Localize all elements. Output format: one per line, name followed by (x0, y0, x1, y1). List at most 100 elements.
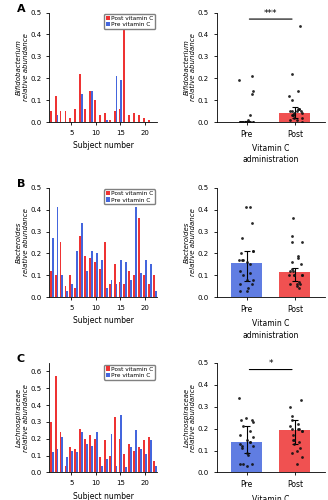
Point (239, 256, 244, 264)
Bar (79, 74, 81, 122)
Bar (128, 271, 130, 297)
Bar (74, 109, 76, 122)
Bar (86, 444, 88, 472)
Y-axis label: Bifidobacterium
relative abundance: Bifidobacterium relative abundance (16, 34, 29, 101)
Bar (60, 111, 61, 122)
Bar (143, 276, 145, 297)
Bar (109, 120, 111, 122)
Point (245, 276, 250, 283)
Bar (56, 449, 58, 472)
Legend: Post vitamin C, Pre vitamin C: Post vitamin C, Pre vitamin C (104, 364, 155, 380)
Point (237, 267, 242, 275)
Point (299, 260, 304, 268)
Point (237, 76, 242, 84)
Point (250, 418, 256, 426)
Bar (65, 286, 66, 298)
Bar (109, 456, 111, 472)
Bar (65, 466, 66, 472)
Bar (125, 468, 127, 472)
Bar (84, 109, 86, 122)
Y-axis label: Bacteroides
relative abundance: Bacteroides relative abundance (16, 208, 29, 276)
Bar (96, 432, 98, 472)
X-axis label: Vitamin C
administration: Vitamin C administration (242, 320, 299, 340)
Point (296, 424, 301, 432)
X-axis label: Subject number: Subject number (73, 316, 134, 326)
Bar (89, 258, 91, 298)
Point (237, 286, 242, 294)
Point (295, 460, 300, 468)
Bar (70, 447, 71, 472)
Point (245, 118, 250, 126)
Point (292, 272, 297, 280)
Point (290, 265, 295, 273)
Point (299, 118, 304, 126)
Bar (123, 454, 125, 472)
Point (290, 96, 295, 104)
Bar (279, 272, 310, 297)
Point (248, 427, 253, 435)
Bar (81, 223, 83, 298)
Point (247, 204, 253, 212)
Bar (101, 466, 103, 472)
Point (287, 267, 292, 275)
Point (297, 280, 302, 288)
Point (249, 460, 254, 468)
Bar (74, 288, 76, 298)
Bar (279, 430, 310, 472)
Point (299, 427, 305, 435)
Bar (71, 450, 73, 472)
Bar (96, 254, 98, 298)
Bar (94, 100, 96, 122)
Bar (138, 116, 140, 122)
Point (250, 442, 255, 450)
Bar (115, 76, 117, 122)
Bar (109, 284, 111, 298)
Point (237, 118, 242, 126)
Bar (130, 280, 132, 297)
Point (295, 107, 300, 115)
Bar (106, 459, 108, 472)
Point (289, 412, 295, 420)
Point (237, 432, 242, 440)
Point (299, 396, 304, 404)
Bar (99, 116, 101, 122)
Bar (150, 264, 152, 298)
Point (247, 438, 253, 446)
Bar (118, 439, 120, 472)
Point (244, 204, 249, 212)
Point (295, 282, 300, 290)
Bar (81, 94, 83, 122)
Bar (91, 92, 93, 122)
Bar (91, 446, 93, 472)
Bar (84, 439, 86, 472)
Point (250, 118, 256, 126)
Point (294, 116, 299, 124)
Point (289, 416, 295, 424)
Bar (71, 284, 73, 298)
Point (248, 118, 253, 126)
Text: *: * (268, 359, 273, 368)
Point (250, 276, 256, 283)
Point (248, 269, 253, 277)
Point (249, 72, 254, 80)
Point (289, 70, 295, 78)
Point (240, 422, 246, 430)
Bar (51, 452, 53, 472)
Bar (91, 252, 93, 298)
X-axis label: Vitamin C
administration: Vitamin C administration (242, 494, 299, 500)
Bar (66, 290, 68, 298)
Y-axis label: Bifidobacterium
relative abundance: Bifidobacterium relative abundance (183, 34, 196, 101)
Point (289, 107, 295, 115)
Text: C: C (17, 354, 25, 364)
Bar (65, 111, 66, 122)
Bar (111, 280, 113, 297)
Point (296, 278, 301, 286)
Point (248, 260, 253, 268)
Point (250, 90, 255, 98)
Point (290, 112, 295, 120)
Point (290, 449, 295, 457)
Bar (84, 256, 86, 298)
Bar (104, 440, 106, 472)
Point (299, 114, 305, 122)
Point (237, 256, 242, 264)
